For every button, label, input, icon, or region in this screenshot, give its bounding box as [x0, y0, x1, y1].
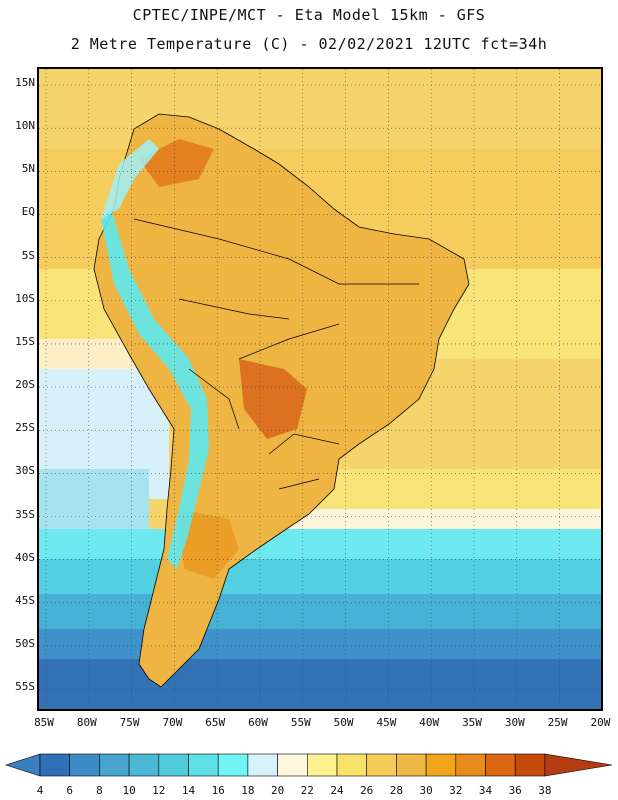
colorbar-swatch [247, 753, 278, 777]
colorbar-label: 10 [122, 784, 136, 797]
lon-label-65w: 65W [205, 716, 226, 729]
lat-label-30s: 30S [15, 464, 35, 478]
colorbar-swatch [425, 753, 457, 777]
colorbar-label: 16 [211, 784, 225, 797]
colorbar-label: 12 [152, 784, 166, 797]
colorbar-label: 34 [478, 784, 493, 797]
colorbar-label: 30 [419, 784, 433, 797]
lat-label-10n: 10N [15, 119, 35, 133]
temperature-map [37, 67, 603, 711]
lat-label-20s: 20S [15, 378, 35, 392]
lon-label-35w: 35W [462, 716, 482, 729]
map-svg [39, 69, 601, 709]
colorbar-swatch [485, 753, 516, 777]
colorbar-label: 22 [300, 784, 314, 797]
hot-region-chaco [239, 359, 307, 439]
lat-label-15s: 15S [15, 334, 35, 348]
andes-cold-strip [101, 209, 209, 569]
colorbar-label: 38 [538, 784, 552, 797]
lon-label-70w: 70W [162, 716, 183, 729]
lat-label-45s: 45S [15, 593, 35, 607]
chart-title: CPTEC/INPE/MCT - Eta Model 15km - GFS [132, 6, 486, 24]
colorbar-swatch [396, 753, 427, 777]
lon-label-60w: 60W [248, 716, 268, 729]
lon-label-50w: 50W [333, 716, 354, 729]
ocean-band-14 [39, 559, 601, 599]
ocean-atlantic-subtropical [299, 469, 601, 509]
ocean-band-4 [39, 659, 601, 709]
lat-label-40s: 40S [15, 550, 35, 564]
lat-label-50s: 50S [15, 636, 35, 650]
lat-label-10s: 10S [15, 291, 35, 305]
lon-label-30w: 30W [504, 716, 525, 729]
colorbar [5, 753, 613, 777]
ocean-pacific-cooler [39, 469, 149, 529]
country-borders [133, 218, 419, 490]
colorbar-swatch [158, 753, 189, 777]
colorbar-arrow-high [544, 753, 613, 777]
hot-region-venezuela [139, 139, 214, 187]
colorbar-swatch [455, 753, 486, 777]
colorbar-label: 14 [181, 784, 196, 797]
colorbar-swatch [128, 753, 160, 777]
lon-label-25w: 25W [547, 716, 568, 729]
colorbar-label: 36 [508, 784, 522, 797]
colorbar-label: 24 [330, 784, 344, 797]
colorbar-swatch [99, 753, 130, 777]
lon-label-45w: 45W [376, 716, 397, 729]
colorbar-swatch [514, 753, 546, 777]
colorbar-label: 18 [241, 784, 255, 797]
colorbar-swatch [217, 753, 249, 777]
graticule [39, 69, 601, 709]
lon-label-80w: 80W [76, 716, 97, 729]
lon-label-40w: 40W [419, 716, 440, 729]
colorbar-swatch [188, 753, 219, 777]
lon-label-20w: 20W [590, 716, 611, 729]
colorbar-swatch [277, 753, 308, 777]
colorbar-label: 8 [96, 784, 103, 797]
colorbar-label: 28 [389, 784, 404, 797]
ocean-band-12 [39, 594, 601, 634]
colorbar-label: 6 [66, 784, 73, 797]
colorbar-label: 20 [270, 784, 285, 797]
colorbar-swatch [366, 753, 397, 777]
chart-subtitle: 2 Metre Temperature (C) - 02/02/2021 12U… [70, 35, 548, 53]
lat-label-5n: 5N [21, 162, 35, 176]
lat-label-25s: 25S [15, 421, 35, 435]
andes-cool-north [101, 139, 159, 219]
warm-region-patagonia [179, 509, 239, 579]
colorbar-label: 4 [36, 784, 44, 797]
colorbar-swatch [39, 753, 71, 777]
lon-label-75w: 75W [119, 716, 140, 729]
colorbar-swatch [336, 753, 368, 777]
colorbar-label: 32 [449, 784, 463, 797]
colorbar-arrow-low [5, 753, 41, 777]
lat-label-15n: 15N [15, 76, 35, 89]
colorbar-label: 26 [360, 784, 374, 797]
lon-label-55w: 55W [290, 716, 311, 729]
lat-label-5s: 5S [21, 248, 35, 262]
lon-label-85w: 85W [34, 716, 54, 729]
lat-label-eq: EQ [21, 205, 35, 219]
colorbar-swatch [69, 753, 100, 777]
colorbar-swatch [306, 753, 338, 777]
lat-label-35s: 35S [15, 507, 35, 521]
lat-label-55s: 55S [15, 680, 35, 694]
